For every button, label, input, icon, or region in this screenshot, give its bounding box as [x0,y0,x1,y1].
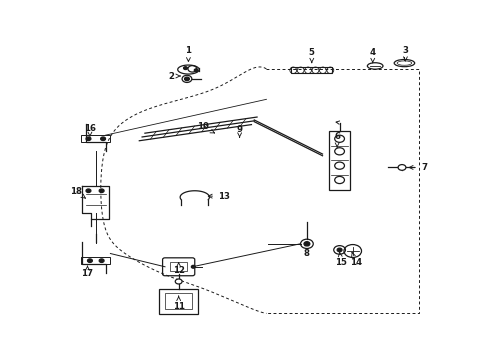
Text: 9: 9 [236,125,242,137]
Text: 15: 15 [334,252,346,267]
Text: 10: 10 [197,122,214,133]
Circle shape [101,137,105,140]
Text: 18: 18 [70,187,85,198]
Text: 2: 2 [168,72,180,81]
Text: 6: 6 [333,132,340,147]
Text: 11: 11 [172,296,184,311]
Bar [169,262,187,271]
Text: 4: 4 [369,48,375,63]
Text: 12: 12 [172,263,184,275]
Circle shape [86,189,91,193]
Bar [81,135,110,142]
Text: 13: 13 [208,192,229,201]
Text: 3: 3 [402,46,407,61]
Text: 7: 7 [408,163,426,172]
Circle shape [86,137,91,140]
Text: 5: 5 [308,48,314,63]
Circle shape [397,165,405,170]
Circle shape [183,67,187,69]
Text: 1: 1 [185,46,191,62]
Bar [159,289,198,314]
Bar [81,257,110,264]
Text: 8: 8 [304,242,309,258]
Circle shape [184,77,189,81]
Circle shape [175,279,182,284]
Text: 17: 17 [81,266,93,278]
Circle shape [99,259,104,262]
Circle shape [304,242,309,246]
Circle shape [99,189,104,193]
Bar [291,67,331,73]
Circle shape [194,69,198,72]
Bar [328,131,349,190]
Circle shape [336,248,341,252]
Bar [164,293,192,309]
Circle shape [87,259,92,262]
Text: 16: 16 [84,123,96,136]
Text: 14: 14 [349,252,361,267]
Circle shape [191,265,195,268]
